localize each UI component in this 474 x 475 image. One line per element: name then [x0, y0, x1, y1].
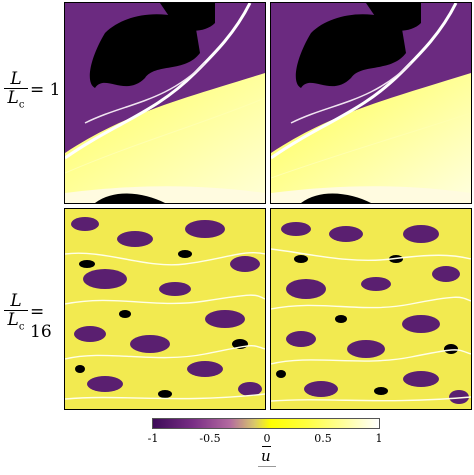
fraction-denominator: Lc: [7, 310, 25, 333]
ratio-value: = 16: [30, 302, 52, 342]
colorbar-label: u: [261, 446, 271, 465]
ratio-value: = 1: [30, 80, 61, 100]
fraction-numerator: L: [10, 69, 22, 89]
flow-field-image: [271, 209, 471, 409]
colorbar-tick: -1: [147, 432, 159, 445]
panel-row2-left: [64, 208, 266, 410]
flow-field-image: [65, 3, 265, 203]
fraction-denominator: Lc: [7, 88, 25, 111]
flow-field-image: [65, 209, 265, 409]
ratio-fraction: L Lc: [4, 70, 28, 114]
cropped-text-fragment: [258, 466, 276, 475]
ratio-fraction: L Lc: [4, 292, 28, 336]
fraction-numerator: L: [10, 291, 22, 311]
row-label-1: L Lc = 1: [4, 70, 62, 120]
colorbar-tick: 0: [263, 432, 271, 445]
panel-row2-right: [270, 208, 472, 410]
panel-row1-left: [64, 2, 266, 204]
colorbar-tick: 1: [375, 432, 383, 445]
panel-row1-right: [270, 2, 472, 204]
row-label-2: L Lc = 16: [4, 292, 66, 342]
colorbar-tick: -0.5: [199, 432, 221, 445]
fraction-bar: [4, 310, 28, 311]
colorbar-symbol: u: [261, 447, 271, 465]
fraction-bar: [4, 88, 28, 89]
colorbar-tick: 0.5: [314, 432, 332, 445]
flow-field-image: [271, 3, 471, 203]
colorbar: [152, 418, 380, 429]
overline: [262, 446, 271, 447]
